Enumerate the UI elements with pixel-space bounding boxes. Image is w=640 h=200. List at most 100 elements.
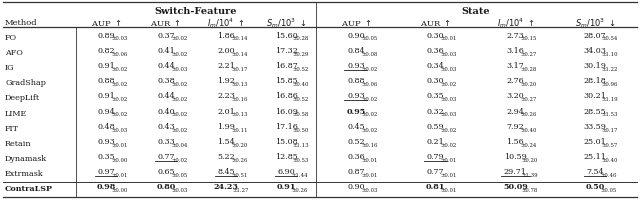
Text: 25.11: 25.11 [584, 152, 607, 160]
Text: 0.30: 0.30 [427, 77, 444, 85]
Text: 0.21: 0.21 [427, 137, 445, 145]
Text: ±0.24: ±0.24 [520, 142, 537, 147]
Text: ±0.57: ±0.57 [602, 142, 618, 147]
Text: 0.79: 0.79 [427, 152, 444, 160]
Text: 0.44: 0.44 [157, 92, 175, 100]
Text: ±0.01: ±0.01 [111, 172, 127, 177]
Text: $S_m/10^3$ $\downarrow$: $S_m/10^3$ $\downarrow$ [266, 16, 306, 30]
Text: 0.93: 0.93 [347, 62, 365, 70]
Text: 0.65: 0.65 [157, 168, 175, 176]
Text: ±0.02: ±0.02 [111, 66, 127, 71]
Text: 0.98: 0.98 [97, 182, 116, 190]
Text: ±0.40: ±0.40 [520, 127, 537, 132]
Text: 0.38: 0.38 [157, 77, 175, 85]
Text: ±0.51: ±0.51 [231, 172, 248, 177]
Text: ±0.13: ±0.13 [231, 82, 248, 87]
Text: 15.08: 15.08 [275, 137, 298, 145]
Text: ±0.05: ±0.05 [600, 187, 616, 192]
Text: 0.34: 0.34 [427, 62, 445, 70]
Text: 0.88: 0.88 [97, 77, 115, 85]
Text: ±0.27: ±0.27 [520, 51, 537, 56]
Text: ±0.03: ±0.03 [171, 187, 188, 192]
Text: ±0.11: ±0.11 [231, 127, 248, 132]
Text: 30.19: 30.19 [584, 62, 607, 70]
Text: Extrmask: Extrmask [5, 170, 44, 178]
Text: ±0.58: ±0.58 [292, 112, 308, 117]
Text: ±1.53: ±1.53 [602, 112, 618, 117]
Text: ±0.02: ±0.02 [111, 112, 127, 117]
Text: 15.60: 15.60 [275, 31, 298, 39]
Text: 28.18: 28.18 [584, 77, 607, 85]
Text: 0.90: 0.90 [347, 182, 365, 190]
Text: 2.00: 2.00 [217, 47, 235, 55]
Text: 2.94: 2.94 [506, 107, 524, 115]
Text: 25.01: 25.01 [584, 137, 607, 145]
Text: 0.77: 0.77 [427, 168, 444, 176]
Text: ±0.26: ±0.26 [231, 157, 248, 162]
Text: FIT: FIT [5, 124, 19, 132]
Text: ±0.14: ±0.14 [231, 36, 248, 41]
Text: ±0.20: ±0.20 [231, 142, 248, 147]
Text: Dynamask: Dynamask [5, 154, 47, 162]
Text: 1.92: 1.92 [217, 77, 235, 85]
Text: AUR $\uparrow$: AUR $\uparrow$ [150, 18, 182, 28]
Text: ±0.20: ±0.20 [522, 157, 538, 162]
Text: ±0.53: ±0.53 [292, 157, 308, 162]
Text: 0.45: 0.45 [347, 122, 365, 130]
Text: 0.80: 0.80 [156, 182, 175, 190]
Text: 0.87: 0.87 [347, 168, 365, 176]
Text: ±0.01: ±0.01 [361, 157, 378, 162]
Text: 0.37: 0.37 [157, 31, 175, 39]
Text: ±0.01: ±0.01 [111, 142, 127, 147]
Text: 0.91: 0.91 [97, 92, 115, 100]
Text: ±0.17: ±0.17 [602, 127, 618, 132]
Text: 0.91: 0.91 [276, 182, 296, 190]
Text: 0.59: 0.59 [427, 122, 444, 130]
Text: ±0.15: ±0.15 [520, 36, 537, 41]
Text: 28.07: 28.07 [584, 31, 607, 39]
Text: ±0.08: ±0.08 [361, 51, 378, 56]
Text: 7.54: 7.54 [586, 168, 604, 176]
Text: ±1.13: ±1.13 [292, 142, 309, 147]
Text: 2.73: 2.73 [506, 31, 524, 39]
Text: ±0.02: ±0.02 [171, 127, 188, 132]
Text: ±0.02: ±0.02 [171, 112, 188, 117]
Text: ±0.02: ±0.02 [111, 82, 127, 87]
Text: ±0.00: ±0.00 [111, 187, 127, 192]
Text: ±0.02: ±0.02 [171, 82, 188, 87]
Text: 1.56: 1.56 [506, 137, 524, 145]
Text: ContraLSP: ContraLSP [5, 184, 53, 192]
Text: ±0.06: ±0.06 [111, 51, 127, 56]
Text: 0.84: 0.84 [347, 47, 365, 55]
Text: ±0.03: ±0.03 [441, 112, 457, 117]
Text: 0.33: 0.33 [157, 137, 175, 145]
Text: ±0.52: ±0.52 [292, 97, 308, 102]
Text: 0.77: 0.77 [157, 152, 175, 160]
Text: ±0.06: ±0.06 [361, 82, 378, 87]
Text: ±0.03: ±0.03 [441, 97, 457, 102]
Text: 1.54: 1.54 [217, 137, 235, 145]
Text: 8.45: 8.45 [217, 168, 235, 176]
Text: 2.76: 2.76 [506, 77, 524, 85]
Text: ±0.40: ±0.40 [292, 82, 308, 87]
Text: AFO: AFO [5, 49, 23, 57]
Text: AUP $\uparrow$: AUP $\uparrow$ [340, 18, 371, 28]
Text: ±0.03: ±0.03 [441, 51, 457, 56]
Text: ±1.27: ±1.27 [232, 187, 248, 192]
Text: 33.59: 33.59 [584, 122, 607, 130]
Text: AUP $\uparrow$: AUP $\uparrow$ [91, 18, 121, 28]
Text: 29.71: 29.71 [504, 168, 527, 176]
Text: ±0.03: ±0.03 [441, 66, 457, 71]
Text: 0.35: 0.35 [97, 152, 115, 160]
Text: ±1.10: ±1.10 [602, 51, 618, 56]
Text: ±0.01: ±0.01 [441, 157, 457, 162]
Text: ±0.14: ±0.14 [231, 51, 248, 56]
Text: ±0.02: ±0.02 [361, 66, 378, 71]
Text: 0.81: 0.81 [426, 182, 445, 190]
Text: ±0.02: ±0.02 [171, 36, 188, 41]
Text: ±0.40: ±0.40 [602, 157, 618, 162]
Text: 10.59: 10.59 [504, 152, 527, 160]
Text: 0.93: 0.93 [97, 137, 115, 145]
Text: $S_m/10^3$ $\downarrow$: $S_m/10^3$ $\downarrow$ [575, 16, 615, 30]
Text: ±0.01: ±0.01 [361, 172, 378, 177]
